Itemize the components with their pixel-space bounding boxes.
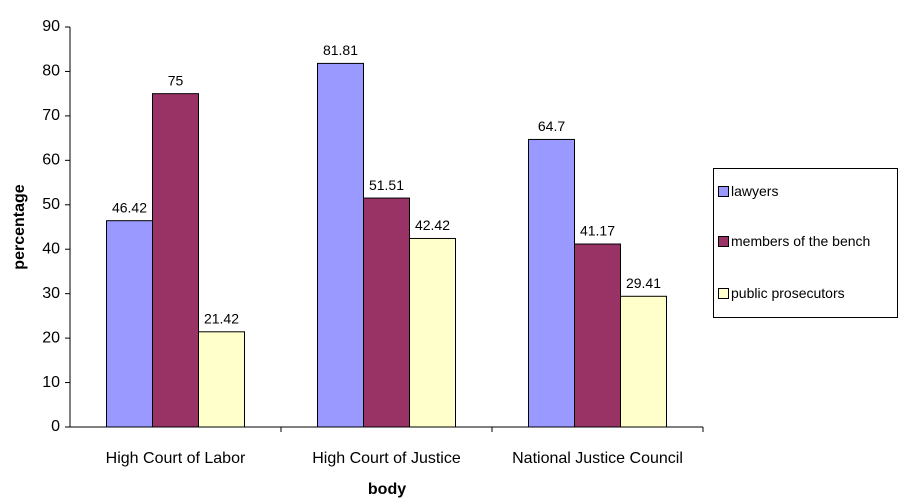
legend-label: members of the bench [731,233,871,249]
legend-label: lawyers [731,183,779,199]
y-tick-label: 30 [42,285,60,302]
bar [198,331,245,428]
bar [620,295,667,428]
legend-swatch [718,236,729,247]
y-tick-label: 20 [42,329,60,346]
legend: lawyers members of the bench public prosec… [713,168,898,318]
x-tick-label: High Court of Labor [105,450,246,467]
y-tick-label: 50 [42,196,60,213]
x-tick-label: National Justice Council [512,450,683,467]
y-tick-label: 60 [42,152,60,169]
legend-item: public prosecutors [718,285,894,301]
legend-label: public prosecutors [731,285,845,301]
value-label: 21.42 [204,311,239,327]
legend-swatch [718,186,729,197]
value-label: 81.81 [323,42,358,58]
value-label: 42.42 [415,217,450,233]
value-label: 41.17 [580,223,615,239]
bar [152,93,199,428]
bar [317,62,364,428]
bar [528,138,575,428]
y-tick-label: 40 [42,240,60,257]
x-tick-label: High Court of Justice [312,450,461,467]
y-tick-label: 10 [42,374,60,391]
legend-swatch [718,288,729,299]
value-label: 64.7 [538,118,565,134]
legend-item: lawyers [718,183,894,199]
legend-item: members of the bench [718,233,894,249]
x-axis-title: body [368,481,406,498]
y-tick-label: 0 [51,418,60,435]
value-label: 46.42 [112,199,147,215]
y-axis-title: percentage [11,184,28,269]
y-tick-label: 90 [42,18,60,35]
bar [574,243,621,428]
value-label: 29.41 [626,275,661,291]
bar [106,220,153,428]
value-label: 75 [168,72,184,88]
bar [409,237,456,428]
y-tick-label: 80 [42,63,60,80]
bar [363,197,410,428]
y-tick-label: 70 [42,107,60,124]
value-label: 51.51 [369,177,404,193]
